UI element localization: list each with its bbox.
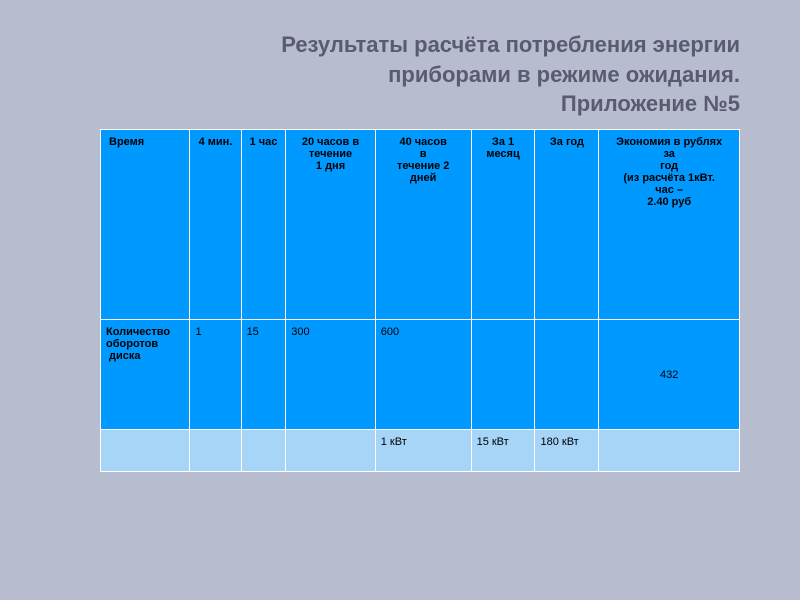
slide-content: Результаты расчёта потребления энергии п… [0,0,800,472]
table-cell [241,430,286,472]
data-table: Время 4 мин. 1 час 20 часов втечение1 дн… [100,129,740,472]
title-line-1: Результаты расчёта потребления энергии [281,32,740,57]
title-block: Результаты расчёта потребления энергии п… [100,30,740,119]
table-cell: 180 кВт [535,430,599,472]
table-cell: 300 [286,320,375,430]
header-cell: Время [101,130,190,320]
title-line-2: приборами в режиме ожидания. [388,62,740,87]
table-cell [286,430,375,472]
table-cell [599,430,740,472]
table-cell: 1 [190,320,241,430]
header-cell: За 1месяц [471,130,535,320]
table-cell: 15 кВт [471,430,535,472]
table-cell [535,320,599,430]
table-header-row: Время 4 мин. 1 час 20 часов втечение1 дн… [101,130,740,320]
table-cell [190,430,241,472]
header-cell: 40 часоввтечение 2дней [375,130,471,320]
table-cell: 1 кВт [375,430,471,472]
header-cell: За год [535,130,599,320]
header-cell: 4 мин. [190,130,241,320]
title-line-3: Приложение №5 [561,91,740,116]
header-cell: Экономия в рубляхзагод(из расчёта 1кВт.ч… [599,130,740,320]
header-cell: 1 час [241,130,286,320]
header-cell: 20 часов втечение1 дня [286,130,375,320]
row-label: Количествооборотов диска [101,320,190,430]
table-cell: 15 [241,320,286,430]
table-row: 1 кВт 15 кВт 180 кВт [101,430,740,472]
table-row: Количествооборотов диска 1 15 300 600 43… [101,320,740,430]
table-cell [101,430,190,472]
table-cell: 600 [375,320,471,430]
table-cell [471,320,535,430]
table-cell: 432 [599,320,740,430]
